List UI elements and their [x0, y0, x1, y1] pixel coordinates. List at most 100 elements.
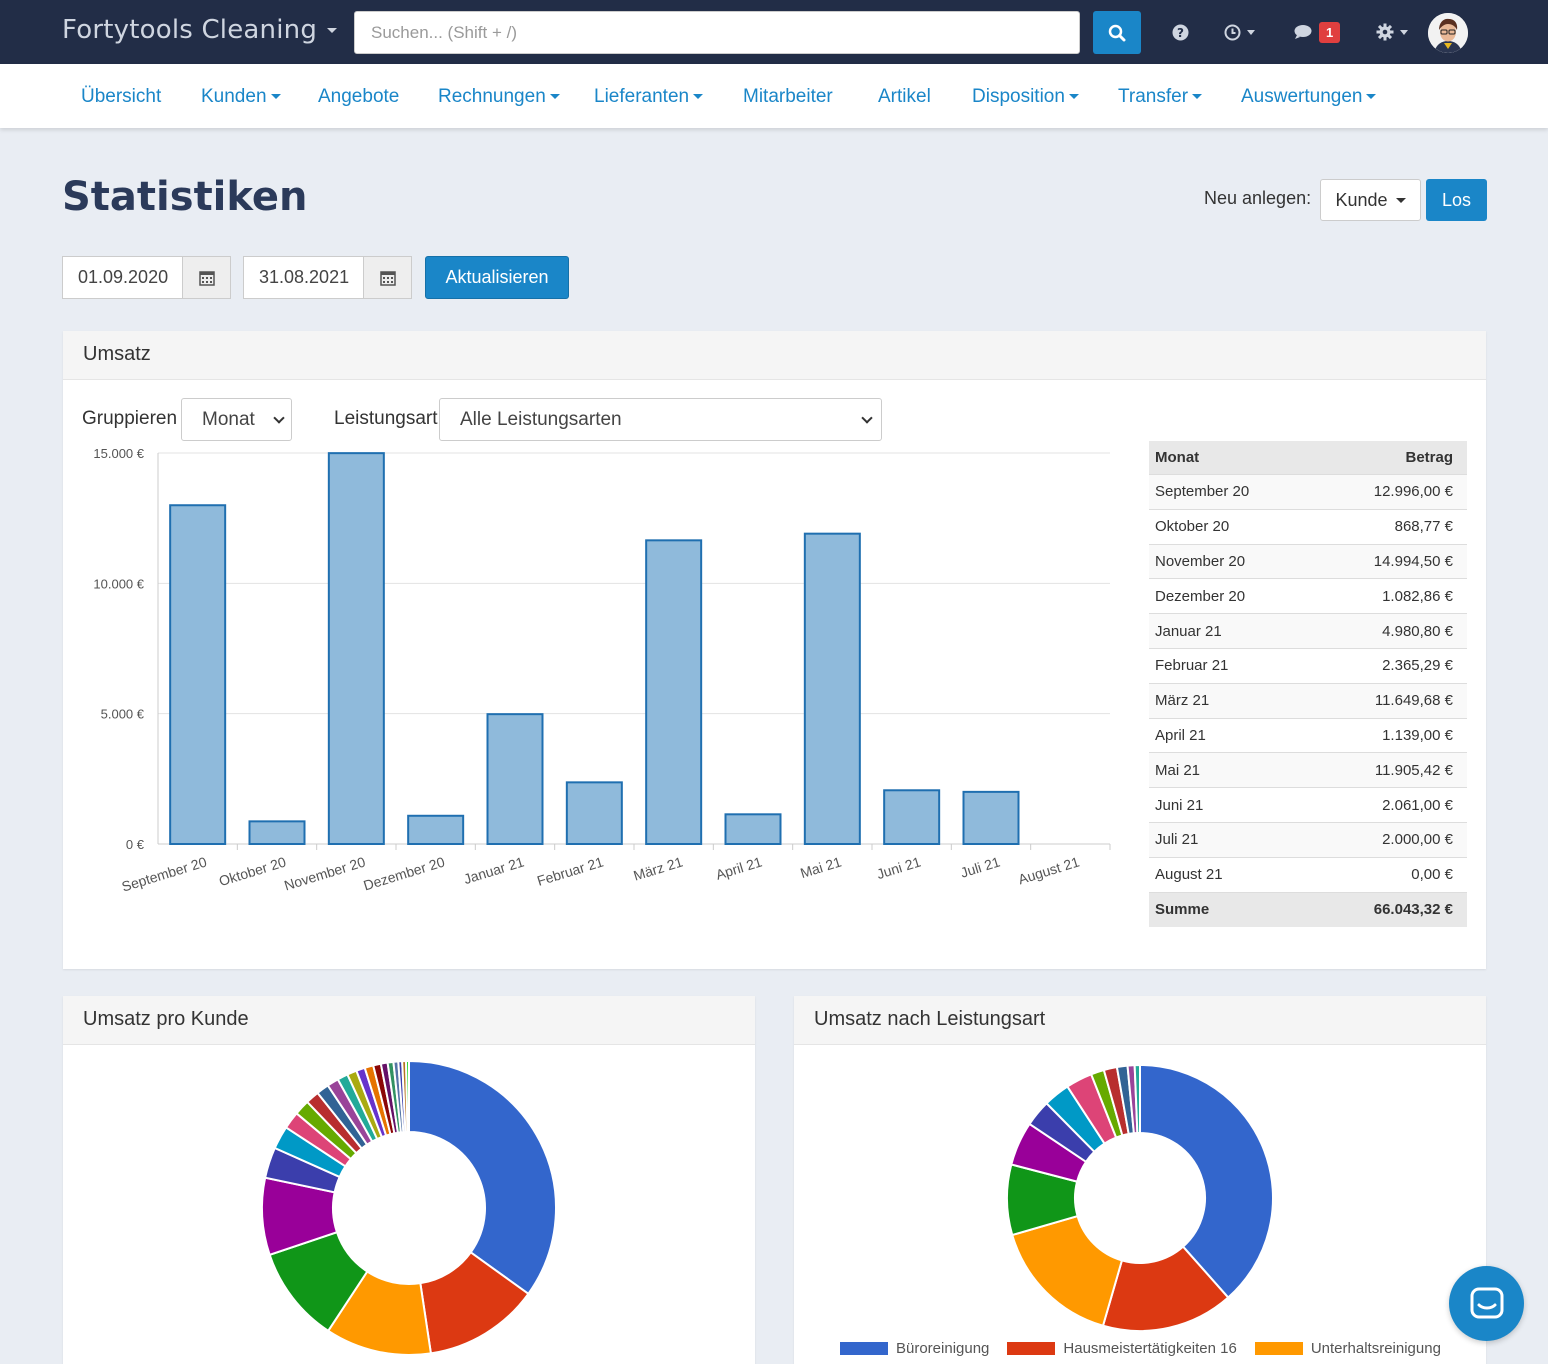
table-row: Juni 21 2.061,00 €	[1149, 787, 1467, 823]
nav-label: Übersicht	[81, 86, 162, 107]
row-amount: 1.139,00 €	[1313, 717, 1467, 753]
table-row: Dezember 20 1.082,86 €	[1149, 578, 1467, 614]
nav-label: Kunden	[201, 86, 267, 107]
group-select[interactable]: Monat	[181, 398, 292, 441]
refresh-button[interactable]: Aktualisieren	[425, 256, 569, 299]
chevron-down-icon	[1192, 94, 1203, 100]
nav-artikel[interactable]: Artikel	[878, 86, 931, 108]
legend-label: Hausmeistertätigkeiten 16	[1063, 1340, 1237, 1357]
table-row: Januar 21 4.980,80 €	[1149, 613, 1467, 649]
row-month: September 20	[1149, 474, 1314, 510]
nav-label: Lieferanten	[594, 86, 690, 107]
col-month-header: Monat	[1149, 441, 1314, 475]
table-row: Oktober 20 868,77 €	[1149, 508, 1467, 545]
x-tick-label: Mai 21	[798, 854, 843, 882]
nav-label: Rechnungen	[438, 86, 546, 107]
calendar-icon	[379, 270, 396, 286]
nav-transfer[interactable]: Transfer	[1118, 86, 1203, 108]
settings-dropdown[interactable]	[1376, 20, 1408, 44]
chat-launcher[interactable]	[1449, 1266, 1524, 1341]
nav-auswertungen[interactable]: Auswertungen	[1241, 86, 1377, 108]
x-tick-label: Februar 21	[535, 854, 605, 889]
customer-revenue-donut	[261, 1059, 557, 1356]
nav-kunden[interactable]: Kunden	[201, 86, 281, 108]
chevron-down-icon	[861, 412, 873, 424]
bar	[962, 790, 1020, 846]
row-month: Oktober 20	[1149, 508, 1314, 545]
brand-dropdown[interactable]: Fortytools Cleaning	[62, 15, 338, 45]
search-input[interactable]	[354, 11, 1080, 54]
customer-revenue-panel: Umsatz pro Kunde	[63, 996, 755, 1364]
comments-icon	[1294, 25, 1312, 39]
go-button[interactable]: Los	[1426, 179, 1487, 221]
nav-lieferanten[interactable]: Lieferanten	[594, 86, 704, 108]
table-row: November 20 14.994,50 €	[1149, 543, 1467, 579]
legend-swatch	[1007, 1342, 1056, 1355]
date-to-input[interactable]: 31.08.2021	[244, 257, 365, 298]
clock-icon	[1224, 24, 1241, 40]
nav-disposition[interactable]: Disposition	[972, 86, 1079, 108]
nav-mitarbeiter[interactable]: Mitarbeiter	[743, 86, 833, 108]
table-row: August 21 0,00 €	[1149, 856, 1467, 893]
x-tick-label: September 20	[120, 854, 209, 895]
service-legend: Büroreinigung Hausmeistertätigkeiten 16 …	[840, 1340, 1441, 1357]
date-to-picker[interactable]	[364, 257, 411, 298]
x-tick-label: Juli 21	[958, 854, 1002, 881]
chevron-down-icon	[270, 94, 281, 100]
bar	[248, 820, 306, 846]
service-revenue-panel: Umsatz nach Leistungsart	[794, 996, 1486, 1364]
row-month: April 21	[1149, 717, 1314, 753]
create-type-dropdown[interactable]: Kunde	[1320, 179, 1421, 221]
sum-value: 66.043,32 €	[1313, 891, 1467, 927]
legend-swatch	[1254, 1342, 1303, 1355]
donut-slice	[405, 1059, 410, 1134]
row-month: März 21	[1149, 682, 1314, 719]
user-avatar[interactable]	[1428, 13, 1468, 53]
nav-label: Angebote	[318, 86, 400, 107]
nav-rechnungen[interactable]: Rechnungen	[438, 86, 560, 108]
date-from-input[interactable]: 01.09.2020	[63, 257, 184, 298]
donut-slice	[1011, 1214, 1124, 1327]
nav-label: Mitarbeiter	[743, 86, 833, 107]
legend-label: Büroreinigung	[896, 1340, 990, 1357]
row-month: Dezember 20	[1149, 578, 1314, 614]
date-from-picker[interactable]	[183, 257, 230, 298]
umsatz-panel-title: Umsatz	[63, 331, 1486, 380]
messages-button[interactable]: 1	[1294, 20, 1341, 44]
chat-icon	[1470, 1287, 1503, 1318]
chevron-down-icon	[693, 94, 704, 100]
group-select-value: Monat	[202, 408, 255, 430]
row-month: Juni 21	[1149, 787, 1314, 823]
sum-label: Summe	[1149, 891, 1314, 927]
service-type-label: Leistungsart	[334, 408, 438, 429]
bar	[486, 713, 544, 845]
nav-label: Artikel	[878, 86, 931, 107]
row-amount: 0,00 €	[1313, 856, 1467, 893]
table-row: April 21 1.139,00 €	[1149, 717, 1467, 753]
bar	[327, 452, 385, 845]
y-tick-label: 0 €	[126, 837, 145, 852]
x-tick-label: November 20	[282, 854, 367, 894]
service-type-select[interactable]: Alle Leistungsarten	[439, 398, 882, 441]
user-photo-icon	[1428, 13, 1468, 53]
search-button[interactable]	[1093, 11, 1141, 54]
bar	[883, 789, 941, 846]
row-month: Februar 21	[1149, 647, 1314, 684]
umsatz-panel: Umsatz Gruppieren Monat Leistungsart All…	[63, 331, 1486, 969]
revenue-bar-chart: 0 € 5.000 € 10.000 € 15.000 € September 20 Ok…	[93, 446, 1111, 895]
legend-label: Unterhaltsreinigung	[1310, 1340, 1441, 1357]
svg-text:?: ?	[1177, 26, 1184, 40]
legend-swatch	[840, 1342, 888, 1355]
donut-slice	[1139, 1063, 1274, 1299]
help-button[interactable]: ?	[1172, 20, 1189, 44]
x-tick-label: Oktober 20	[217, 854, 288, 890]
chevron-down-icon	[1400, 29, 1408, 35]
calendar-icon	[198, 270, 215, 286]
date-from-group: 01.09.2020	[62, 256, 231, 299]
bar	[565, 781, 623, 846]
nav-uebersicht[interactable]: Übersicht	[81, 86, 161, 108]
table-row: Februar 21 2.365,29 €	[1149, 647, 1467, 684]
history-dropdown[interactable]	[1224, 20, 1255, 44]
nav-label: Auswertungen	[1241, 86, 1363, 107]
nav-angebote[interactable]: Angebote	[318, 86, 399, 108]
